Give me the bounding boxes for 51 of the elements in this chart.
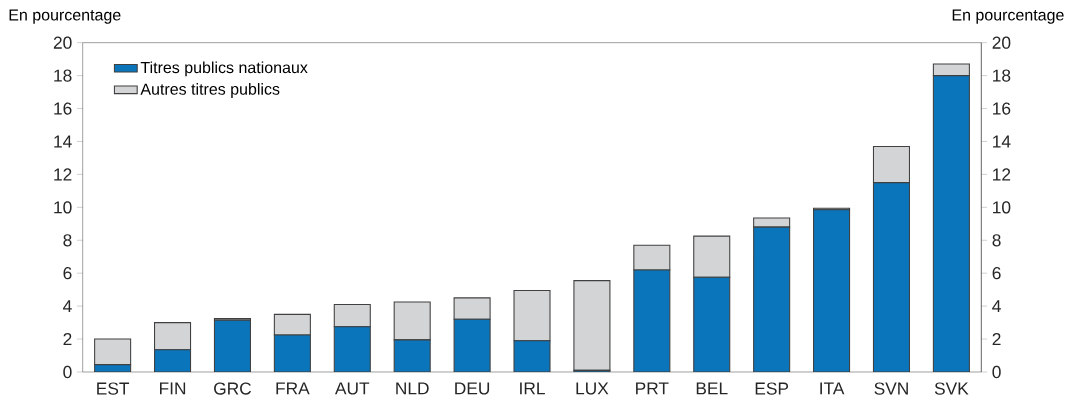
y-tick-label: 0 bbox=[992, 365, 1001, 379]
y-tick-label: 18 bbox=[993, 69, 1011, 82]
bar bbox=[513, 289, 551, 342]
x-tick-label: EST bbox=[97, 382, 130, 395]
y-tick-label: 14 bbox=[993, 135, 1011, 148]
y-tick-label: 6 bbox=[992, 267, 1001, 280]
y2-tick-label: 20 bbox=[53, 36, 72, 49]
bar bbox=[94, 338, 132, 366]
bar bbox=[333, 303, 371, 328]
x-tick-label: ESP bbox=[755, 382, 789, 395]
y-tick-label: 20 bbox=[992, 36, 1011, 49]
x-tick-label: PRT bbox=[636, 382, 669, 395]
bar bbox=[872, 145, 911, 184]
y-tick-label: 8 bbox=[992, 234, 1001, 247]
bar bbox=[693, 235, 731, 278]
x-tick-label: AUT bbox=[334, 382, 370, 395]
y2-tick-label: 0 bbox=[63, 365, 72, 379]
y2-tick-label: 14 bbox=[54, 135, 72, 148]
y2-tick-label: 16 bbox=[54, 102, 72, 115]
x-tick-label: BEL bbox=[696, 382, 728, 395]
bar bbox=[154, 322, 192, 351]
legend-label: Titres publics nationaux bbox=[140, 61, 308, 77]
y-tick-label: 12 bbox=[993, 168, 1011, 181]
y2-tick-label: 18 bbox=[54, 69, 72, 82]
text: En pourcentage bbox=[9, 9, 121, 24]
y-tick-label: 10 bbox=[993, 201, 1011, 214]
x-tick-label: LUX bbox=[576, 382, 609, 395]
y2-tick-label: 6 bbox=[63, 267, 72, 280]
bar bbox=[633, 244, 671, 271]
y-tick-label: 2 bbox=[992, 333, 1001, 346]
x-tick-label: SVN bbox=[874, 382, 908, 395]
y-tick-label: 16 bbox=[993, 102, 1011, 115]
x-tick-label: IRL bbox=[520, 382, 545, 395]
bar bbox=[573, 280, 611, 371]
x-tick-label: GRC bbox=[214, 382, 252, 395]
x-tick-label: FRA bbox=[276, 382, 310, 395]
y2-tick-label: 8 bbox=[63, 234, 72, 247]
legend-label: Autres titres publics bbox=[140, 83, 280, 98]
bar bbox=[273, 313, 311, 336]
x-tick-label: SVK bbox=[934, 382, 969, 395]
y-tick-label: 4 bbox=[992, 300, 1001, 313]
y2-tick-label: 10 bbox=[54, 201, 72, 214]
bar bbox=[393, 301, 431, 341]
x-tick-label: ITA bbox=[820, 382, 845, 395]
y2-tick-label: 4 bbox=[63, 300, 72, 313]
x-tick-label: FIN bbox=[160, 382, 186, 395]
y2-tick-label: 2 bbox=[63, 333, 72, 346]
y2-tick-label: 12 bbox=[54, 168, 72, 181]
x-tick-label: NLD bbox=[396, 382, 429, 395]
x-tick-label: DEU bbox=[455, 382, 490, 395]
text: En pourcentage bbox=[952, 9, 1064, 24]
